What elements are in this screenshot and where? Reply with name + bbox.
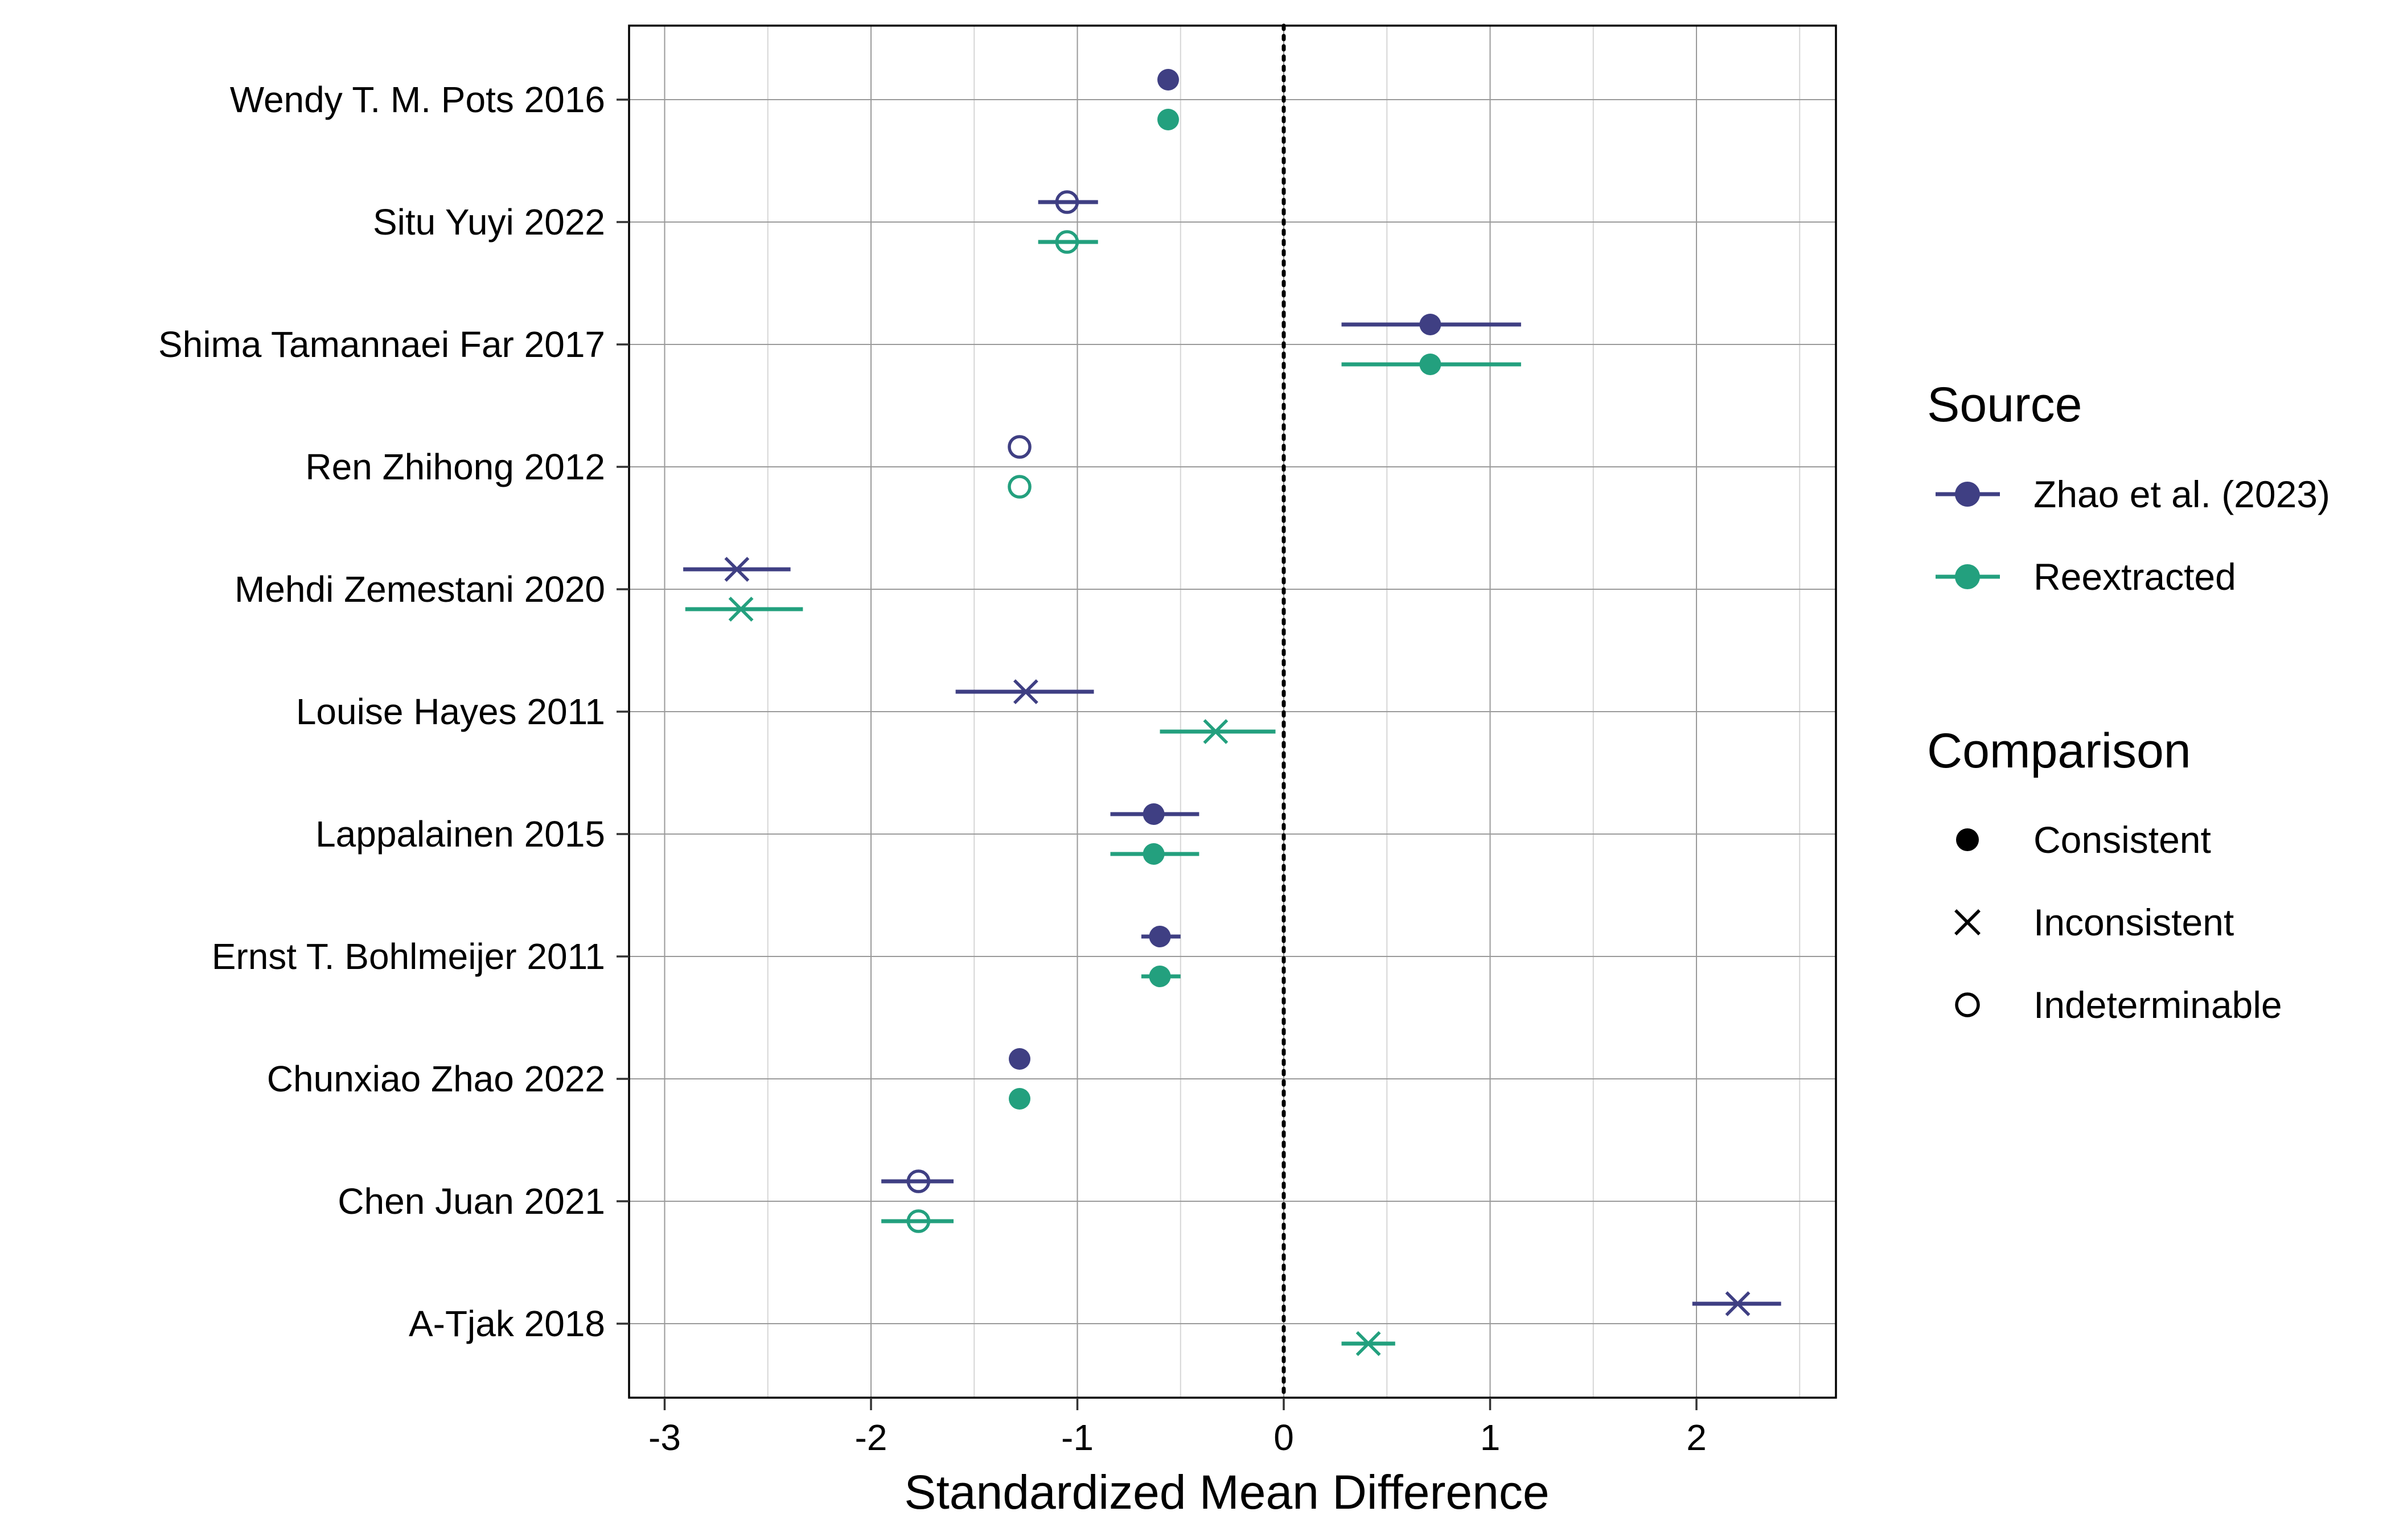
- series-zhao-2023: [683, 69, 1781, 1316]
- x-tick-label: -2: [855, 1417, 888, 1458]
- series-reextracted: [685, 109, 1521, 1356]
- y-tick-label: Shima Tamannaei Far 2017: [158, 324, 605, 365]
- data-point: [1160, 719, 1276, 744]
- cross-stroke: [1725, 1291, 1751, 1316]
- legend-source-entry: Reextracted: [1936, 556, 2236, 598]
- data-point: [1009, 1088, 1030, 1110]
- legend-source-title: Source: [1927, 377, 2082, 432]
- legend-comparison-entry: Consistent: [1956, 819, 2211, 861]
- legend-comparison-title: Comparison: [1927, 724, 2191, 778]
- cross-stroke: [1355, 1331, 1381, 1356]
- legend-marker: [1956, 828, 1979, 851]
- y-tick-label: Louise Hayes 2011: [296, 691, 605, 732]
- y-tick-label: A-Tjak 2018: [409, 1303, 605, 1344]
- point-marker: [1725, 1291, 1751, 1316]
- cross-stroke: [1013, 679, 1038, 704]
- y-tick-label: Chunxiao Zhao 2022: [267, 1058, 605, 1099]
- point-marker: [1419, 354, 1441, 375]
- legend-comparison-label: Indeterminable: [2033, 984, 2282, 1026]
- y-tick-label: Mehdi Zemestani 2020: [235, 569, 605, 610]
- data-point: [685, 597, 803, 622]
- data-point: [1341, 314, 1521, 335]
- legend-marker: [1955, 482, 1980, 507]
- data-point: [1341, 1331, 1395, 1356]
- point-marker: [1009, 1088, 1030, 1110]
- point-marker: [1055, 230, 1079, 254]
- data-point: [1110, 843, 1199, 865]
- point-marker: [1143, 843, 1165, 865]
- y-tick-label: Ren Zhihong 2012: [305, 446, 605, 487]
- x-axis: -3 -2 -1 0 1 2: [648, 1398, 1707, 1458]
- data-point: [1038, 230, 1098, 254]
- cross-stroke: [1203, 719, 1229, 744]
- data-point: [881, 1209, 954, 1233]
- point-marker: [724, 557, 750, 582]
- data-point: [881, 1169, 954, 1193]
- x-axis-title: Standardized Mean Difference: [904, 1465, 1549, 1519]
- legend-comparison-label: Inconsistent: [2033, 901, 2234, 943]
- data-point: [1038, 190, 1098, 214]
- data-point: [1341, 354, 1521, 375]
- point-marker: [1419, 314, 1441, 335]
- x-tick-label: 0: [1273, 1417, 1294, 1458]
- legend-source-label: Reextracted: [2033, 556, 2236, 598]
- data-point: [1009, 1048, 1030, 1070]
- data-point: [1141, 926, 1181, 947]
- y-tick-label: Lappalainen 2015: [315, 814, 605, 855]
- data-point: [683, 557, 791, 582]
- legend-comparison-label: Consistent: [2033, 819, 2211, 861]
- y-tick-label: Wendy T. M. Pots 2016: [230, 79, 605, 120]
- point-marker: [1008, 435, 1032, 459]
- y-tick-label: Situ Yuyi 2022: [373, 202, 605, 243]
- data-point: [1141, 966, 1181, 987]
- data-point: [1008, 475, 1032, 499]
- legend-marker: [1954, 909, 1981, 935]
- x-tick-label: -1: [1061, 1417, 1094, 1458]
- y-tick-label: Chen Juan 2021: [338, 1181, 605, 1222]
- y-axis: Wendy T. M. Pots 2016 Situ Yuyi 2022 Shima…: [158, 79, 629, 1344]
- point-marker: [1157, 109, 1179, 130]
- x-tick-label: -3: [648, 1417, 681, 1458]
- cross-stroke: [724, 557, 750, 582]
- cross-stroke: [1954, 909, 1981, 935]
- y-tick-label: Ernst T. Bohlmeijer 2011: [212, 936, 605, 977]
- point-marker: [1203, 719, 1229, 744]
- point-marker: [1009, 1048, 1030, 1070]
- legend-source-entry: Zhao et al. (2023): [1936, 473, 2330, 515]
- point-marker: [728, 597, 754, 622]
- point-marker: [906, 1209, 931, 1233]
- legend-comparison-entry: Indeterminable: [1955, 984, 2282, 1026]
- legend: Source Zhao et al. (2023) Reextracted Compa…: [1927, 377, 2330, 1026]
- data-point: [1692, 1291, 1781, 1316]
- data-point: [1110, 803, 1199, 825]
- point-marker: [1055, 190, 1079, 214]
- data-point: [955, 679, 1094, 704]
- point-marker: [1143, 803, 1165, 825]
- data-point: [1157, 109, 1179, 130]
- x-tick-label: 2: [1686, 1417, 1707, 1458]
- legend-marker: [1955, 992, 1980, 1017]
- legend-marker: [1955, 564, 1980, 589]
- data-point: [1157, 69, 1179, 91]
- data-point: [1008, 435, 1032, 459]
- cross-stroke: [728, 597, 754, 622]
- x-tick-label: 1: [1480, 1417, 1501, 1458]
- point-marker: [1013, 679, 1038, 704]
- point-marker: [906, 1169, 931, 1193]
- legend-source-label: Zhao et al. (2023): [2033, 473, 2330, 515]
- data-marks: [683, 69, 1781, 1356]
- point-marker: [1149, 926, 1171, 947]
- legend-comparison-entry: Inconsistent: [1954, 901, 2234, 943]
- point-marker: [1149, 966, 1171, 987]
- point-marker: [1008, 475, 1032, 499]
- point-marker: [1355, 1331, 1381, 1356]
- point-marker: [1157, 69, 1179, 91]
